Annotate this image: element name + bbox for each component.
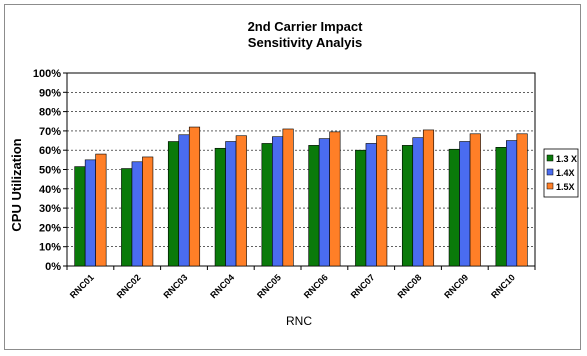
- x-tick-label: RNC03: [161, 272, 189, 300]
- bar-rnc04-2: [235, 135, 247, 267]
- x-axis-ticks: RNC01 RNC02 RNC03 RNC04 RNC05 RNC06 RNC07 RNC08…: [66, 266, 536, 300]
- bar-rnc05-1: [272, 136, 284, 267]
- bar-rnc07-0: [355, 149, 367, 267]
- legend-label: 1.3 X: [556, 154, 577, 164]
- bar-rnc05-2: [282, 128, 294, 267]
- bar-rnc07-2: [376, 135, 388, 267]
- x-axis-label: RNC: [286, 314, 312, 328]
- legend-label: 1.4X: [556, 168, 575, 178]
- chart-title-line-1: 2nd Carrier Impact: [248, 19, 364, 34]
- y-tick-label: 60%: [39, 145, 61, 157]
- bar-rnc06-1: [318, 138, 330, 267]
- bar-rnc09-0: [448, 148, 460, 267]
- legend-label: 1.5X: [556, 182, 575, 192]
- x-tick-label: RNC05: [255, 272, 283, 300]
- x-tick-label: RNC08: [395, 272, 423, 300]
- bar-rnc03-2: [188, 126, 201, 267]
- bar-rnc09-2: [469, 133, 481, 267]
- chart-frame: 2nd Carrier Impact Sensitivity Analyis 0…: [4, 4, 581, 350]
- bar-rnc06-2: [329, 131, 341, 267]
- y-tick-label: 70%: [39, 126, 61, 138]
- x-tick-label: RNC07: [349, 272, 377, 300]
- bar-rnc02-1: [131, 161, 143, 267]
- bar-rnc10-2: [516, 133, 528, 267]
- bar-rnc04-1: [225, 141, 237, 267]
- bar-rnc06-0: [308, 145, 320, 267]
- y-tick-label: 100%: [33, 68, 61, 80]
- y-tick-label: 90%: [39, 87, 61, 99]
- bars-group: [74, 126, 528, 267]
- x-tick-label: RNC02: [115, 272, 143, 300]
- y-axis-ticks: 0% 10% 20% 30% 40% 50% 60% 70% 80% 90% 100%: [33, 68, 67, 273]
- cpu-utilization-chart: 2nd Carrier Impact Sensitivity Analyis 0…: [9, 19, 579, 328]
- bar-rnc10-1: [506, 140, 518, 267]
- y-tick-label: 50%: [39, 165, 61, 177]
- bar-rnc03-1: [178, 134, 190, 267]
- y-tick-label: 40%: [39, 184, 61, 196]
- legend: 1.3 X 1.4X 1.5X: [543, 148, 579, 198]
- x-tick-label: RNC01: [68, 272, 96, 300]
- bar-rnc01-2: [95, 153, 107, 267]
- legend-swatch: [546, 182, 554, 190]
- bar-rnc08-0: [401, 145, 414, 267]
- bar-rnc08-2: [422, 129, 435, 267]
- bar-rnc01-1: [84, 159, 96, 267]
- y-tick-label: 10%: [39, 242, 61, 254]
- y-tick-label: 30%: [39, 203, 61, 215]
- bar-rnc09-1: [459, 141, 471, 267]
- bar-rnc02-2: [142, 156, 154, 267]
- y-tick-label: 80%: [39, 107, 61, 119]
- y-axis-label: CPU Utilization: [9, 138, 24, 231]
- bar-rnc04-0: [214, 147, 226, 267]
- bar-rnc10-0: [495, 147, 507, 267]
- y-tick-label: 0%: [45, 261, 61, 273]
- legend-swatch: [546, 168, 554, 176]
- x-tick-label: RNC10: [489, 272, 517, 300]
- x-tick-label: RNC09: [442, 272, 470, 300]
- legend-swatch: [546, 154, 554, 162]
- bar-rnc03-0: [167, 141, 180, 267]
- bar-rnc01-0: [74, 166, 86, 267]
- x-tick-label: RNC06: [302, 272, 330, 300]
- bar-rnc07-1: [365, 143, 377, 267]
- x-tick-label: RNC04: [208, 272, 236, 300]
- bar-rnc02-0: [121, 168, 133, 267]
- bar-rnc08-1: [412, 137, 424, 267]
- y-tick-label: 20%: [39, 222, 61, 234]
- chart-title-line-2: Sensitivity Analyis: [248, 35, 362, 50]
- bar-rnc05-0: [261, 143, 273, 267]
